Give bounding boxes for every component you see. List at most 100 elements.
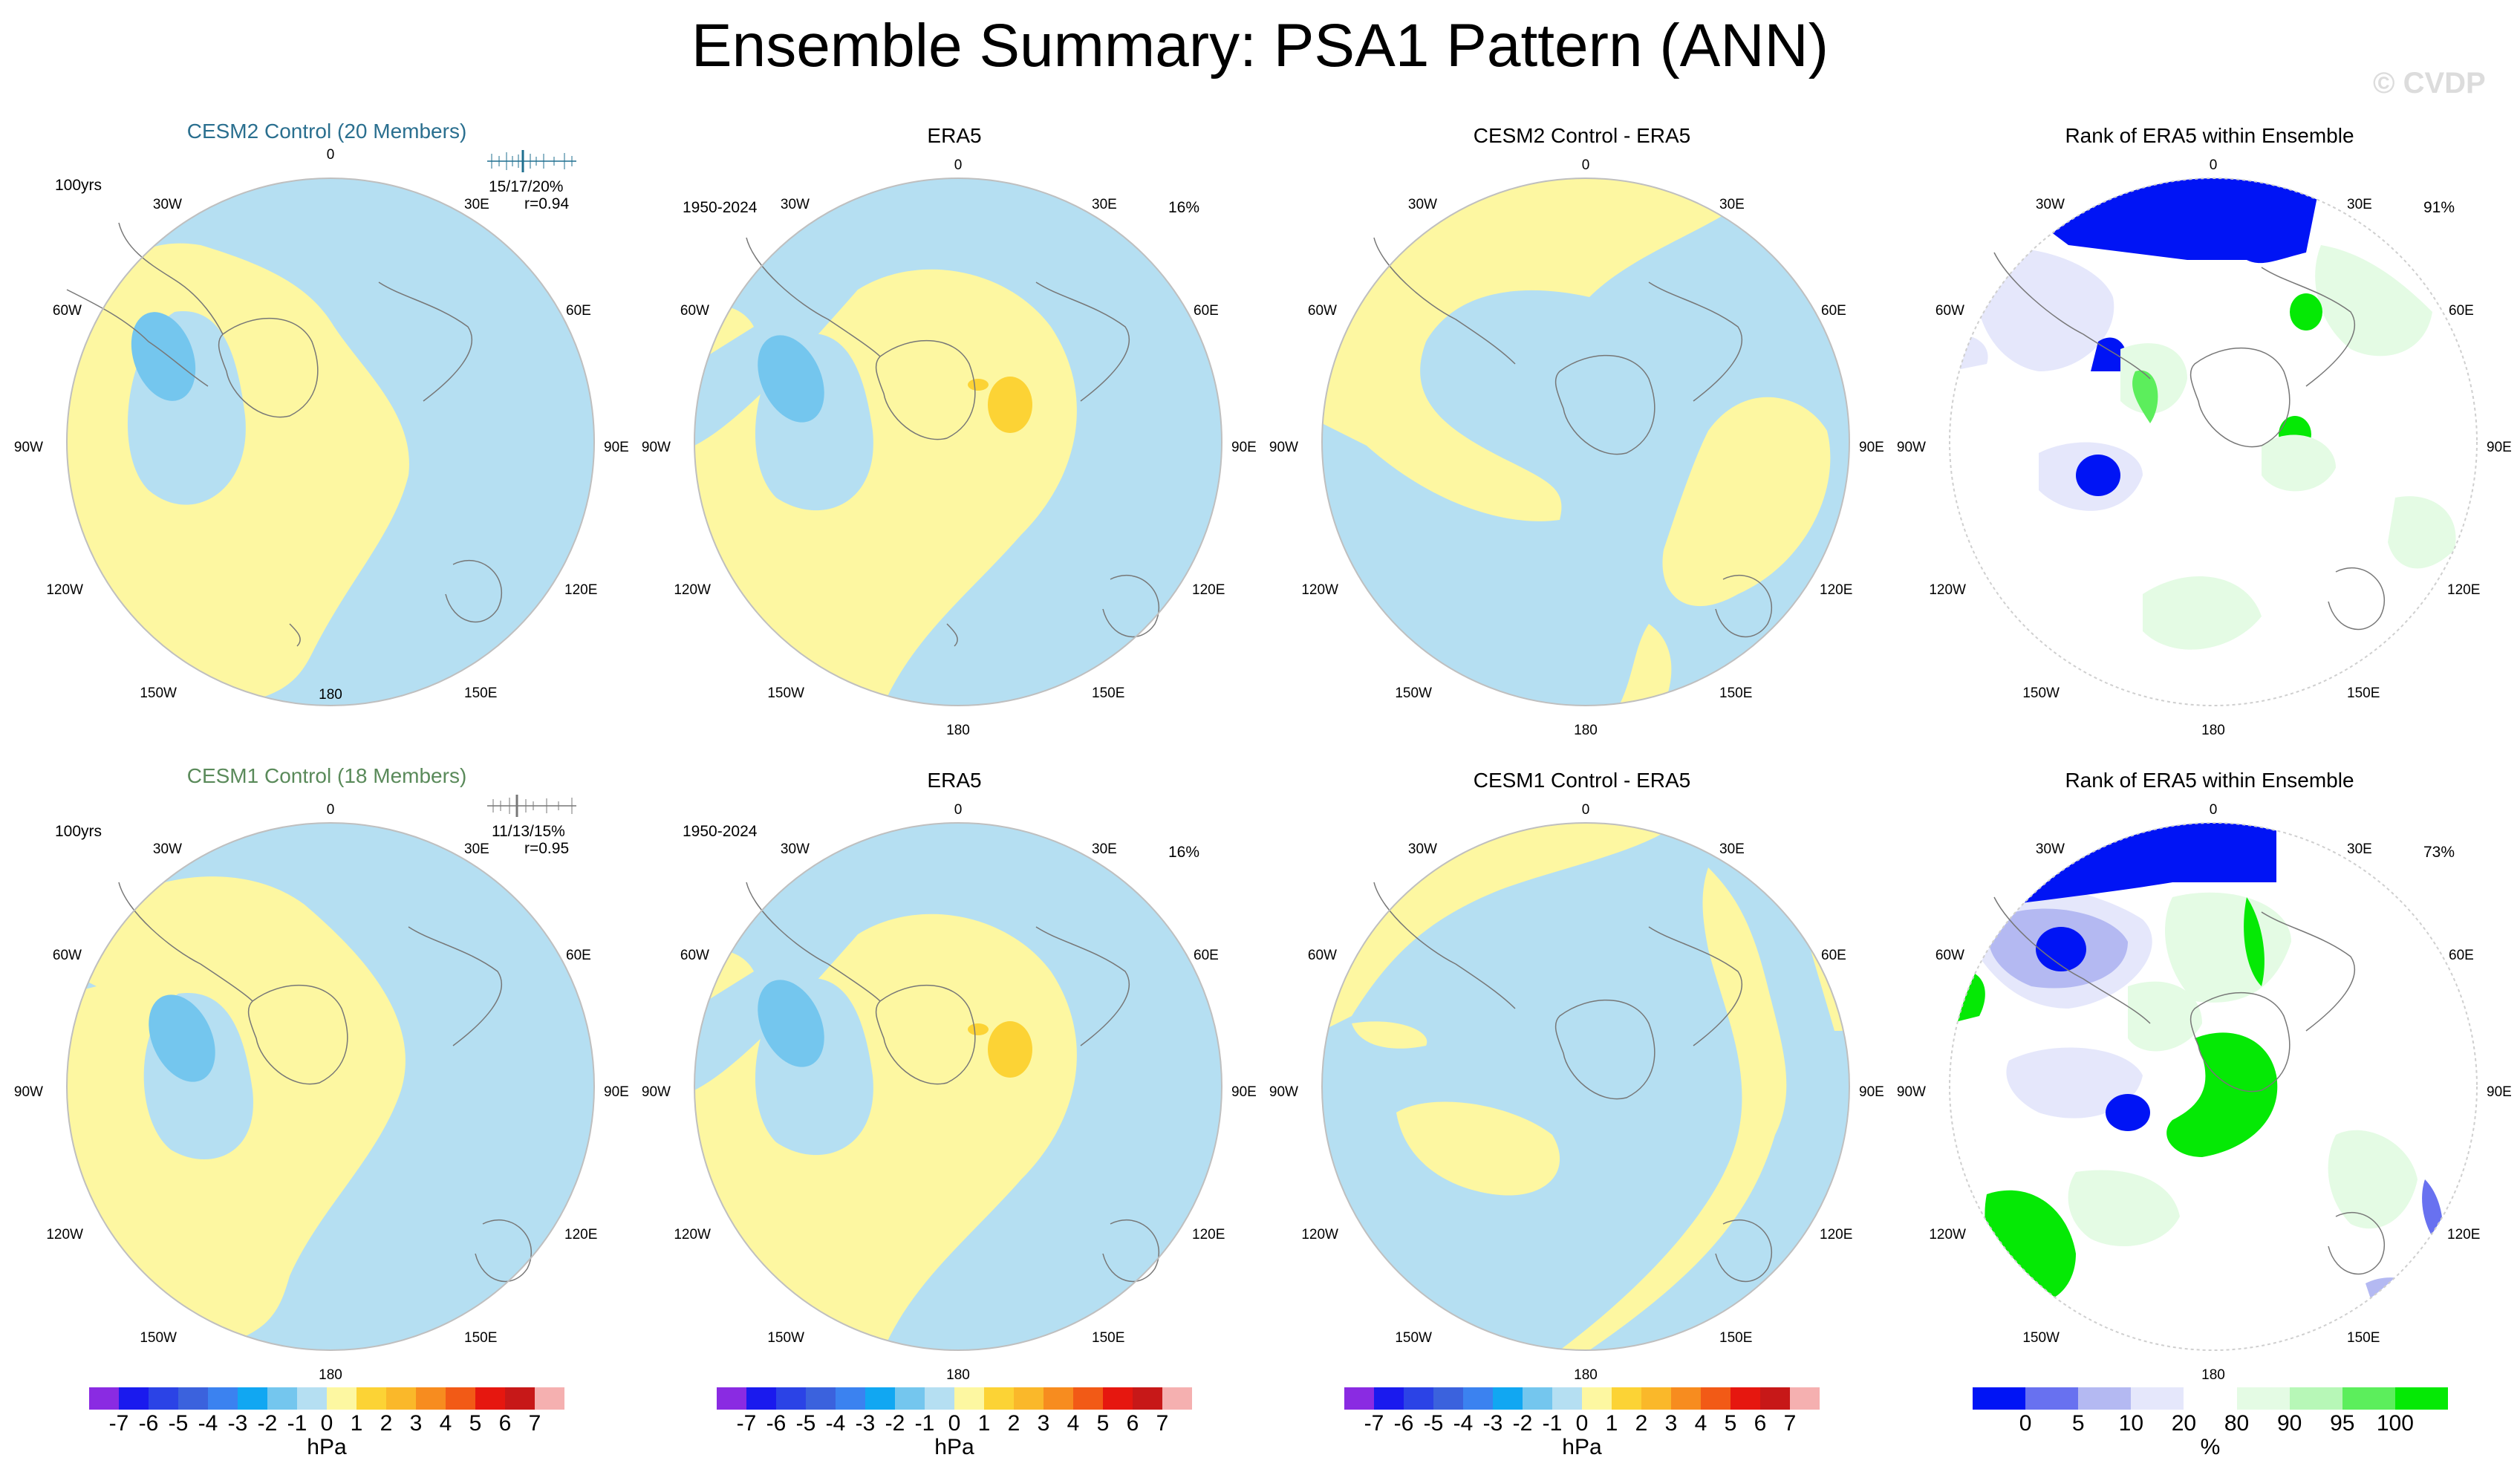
colorbar-tick-label: 3	[409, 1411, 423, 1436]
lon-label-30w: 30W	[2035, 197, 2065, 212]
colorbar-tick-label: -5	[1423, 1411, 1444, 1436]
lon-label-150w: 150W	[2022, 685, 2060, 701]
lon-label-150e: 150E	[1719, 1330, 1753, 1346]
map-border	[1321, 178, 1850, 706]
lon-label-60e: 60E	[566, 948, 591, 963]
lon-label-90w: 90W	[13, 440, 43, 455]
rank-percentage-note: 73%	[2423, 844, 2455, 861]
map-border	[1321, 822, 1850, 1351]
positive-anomaly-region	[1662, 397, 1831, 607]
lon-label-120w: 120W	[674, 582, 711, 598]
rank-region-80	[2128, 981, 2202, 1052]
colorbar-box	[1552, 1387, 1582, 1410]
panel-era5-1: ERA5 1950-2024 16% 0 180 30W 60W 90W 120…	[642, 119, 1257, 738]
colorbar-box	[1014, 1387, 1044, 1410]
lon-label-150w: 150W	[767, 685, 804, 701]
colorbar-tick-label: -3	[1482, 1411, 1503, 1436]
lon-label-30e: 30E	[1092, 841, 1117, 857]
colorbar-tick-label: 7	[1783, 1411, 1797, 1436]
colorbar-box	[1344, 1387, 1374, 1410]
colorbar-box	[1493, 1387, 1523, 1410]
rank-region-100	[2166, 1032, 2278, 1157]
colorbar-box	[1641, 1387, 1671, 1410]
lon-label-120e: 120E	[1192, 1227, 1225, 1243]
colorbar-box	[238, 1387, 267, 1410]
colorbar-box	[1671, 1387, 1701, 1410]
colorbar-tick-label: -4	[825, 1411, 846, 1436]
colorbar-tick-label: -2	[885, 1411, 905, 1436]
lon-label-90w: 90W	[641, 440, 671, 455]
colorbar-box	[327, 1387, 356, 1410]
lon-label-180: 180	[946, 1367, 970, 1383]
strong-positive-anomaly-center	[988, 1021, 1032, 1078]
colorbar-box	[178, 1387, 208, 1410]
lon-label-120w: 120W	[1301, 582, 1338, 598]
lon-label-120w: 120W	[1929, 1227, 1966, 1243]
colorbar-tick-label: 4	[439, 1411, 452, 1436]
colorbar-box	[2078, 1387, 2132, 1410]
coastlines	[1993, 896, 2385, 1275]
lon-label-60e: 60E	[2449, 303, 2474, 319]
colorbar-tick-label: -2	[1512, 1411, 1533, 1436]
rank-region-0	[2091, 337, 2127, 371]
coastlines	[1373, 237, 1772, 638]
lon-label-60w: 60W	[1935, 303, 1964, 319]
lon-label-150e: 150E	[2347, 685, 2380, 701]
panel-cesm2-control: CESM2 Control (20 Members) 100yrs 15/17/…	[14, 119, 629, 706]
colorbar-box	[386, 1387, 416, 1410]
lon-label-120e: 120E	[564, 1227, 598, 1243]
lon-label-120w: 120W	[674, 1227, 711, 1243]
polar-map	[1949, 822, 2478, 1351]
lon-label-180: 180	[319, 687, 342, 703]
colorbar-box	[1731, 1387, 1760, 1410]
figure-title: Ensemble Summary: PSA1 Pattern (ANN)	[691, 12, 1829, 79]
lon-label-180: 180	[2201, 1367, 2225, 1383]
map-border	[694, 822, 1222, 1351]
polar-map	[1321, 178, 1850, 706]
lon-label-150w: 150W	[140, 685, 177, 701]
lon-label-60w: 60W	[52, 303, 82, 319]
colorbar-tick-label: 7	[1156, 1411, 1169, 1436]
coastlines	[1993, 252, 2385, 631]
lon-label-30e: 30E	[464, 841, 489, 857]
colorbar-tick-label: -5	[168, 1411, 189, 1436]
colorbar-box	[2025, 1387, 2079, 1410]
colorbar-tick-label: -7	[1364, 1411, 1384, 1436]
lon-label-0: 0	[954, 157, 963, 173]
lon-label-150e: 150E	[1092, 1330, 1125, 1346]
lon-label-30w: 30W	[780, 197, 810, 212]
positive-anomaly-region	[1352, 1021, 1427, 1049]
polar-map	[694, 178, 1222, 706]
colorbar-tick-label: -7	[108, 1411, 129, 1436]
years-note: 100yrs	[55, 177, 102, 194]
lon-label-60e: 60E	[566, 303, 591, 319]
positive-anomaly-region	[1322, 178, 1768, 521]
rank-region-20	[2006, 1047, 2143, 1118]
period-note: 1950-2024	[683, 823, 758, 840]
colorbar-tick-label: 10	[2118, 1411, 2144, 1436]
lon-label-150e: 150E	[2347, 1330, 2380, 1346]
colorbar-box	[1790, 1387, 1820, 1410]
lon-label-150w: 150W	[767, 1330, 804, 1346]
lon-label-150w: 150W	[2022, 1330, 2060, 1346]
colorbar-box	[717, 1387, 746, 1410]
lon-label-0: 0	[2209, 157, 2218, 173]
strong-positive-anomaly-center	[988, 377, 1032, 433]
colorbar-box	[2342, 1387, 2395, 1410]
map-border	[694, 178, 1222, 706]
colorbar-box	[267, 1387, 297, 1410]
lon-label-60w: 60W	[1935, 948, 1964, 963]
rank-region-95	[2132, 370, 2158, 423]
colorbar-box	[2289, 1387, 2342, 1410]
lon-label-120w: 120W	[1301, 1227, 1338, 1243]
lon-label-120w: 120W	[1929, 582, 1966, 598]
colorbar-tick-label: -5	[795, 1411, 816, 1436]
lon-label-60e: 60E	[1821, 303, 1846, 319]
colorbar-tick-label: 2	[380, 1411, 393, 1436]
lon-label-60e: 60E	[2449, 948, 2474, 963]
colorbar-box	[1433, 1387, 1463, 1410]
lon-label-150w: 150W	[1395, 1330, 1432, 1346]
polar-map	[694, 822, 1222, 1351]
lon-label-30w: 30W	[780, 841, 810, 857]
colorbar-tick-label: 5	[1724, 1411, 1737, 1436]
